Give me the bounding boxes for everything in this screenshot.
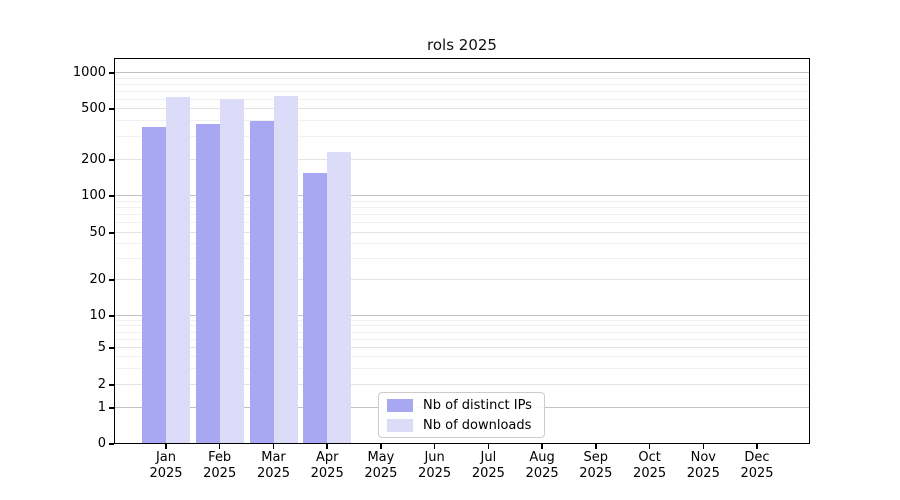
gridline	[114, 338, 810, 340]
x-tick-label: Mar 2025	[256, 450, 291, 481]
x-tick-label: Jul 2025	[471, 450, 505, 481]
x-tick-mark	[756, 444, 758, 449]
y-tick-label: 2	[97, 377, 106, 392]
y-tick-mark	[109, 407, 114, 409]
y-tick-mark	[109, 279, 114, 281]
y-tick-mark	[109, 443, 114, 445]
x-tick-label: May 2025	[364, 450, 398, 481]
gridline	[114, 136, 810, 138]
bar-nb-of-downloads-jan	[166, 97, 190, 444]
gridline	[114, 83, 810, 85]
x-tick-mark	[165, 444, 167, 449]
bar-nb-of-distinct-ips-mar	[249, 121, 274, 444]
y-tick-mark	[109, 232, 114, 234]
bar-nb-of-downloads-mar	[273, 96, 298, 444]
y-tick-label: 1	[97, 400, 106, 415]
legend-swatch-downloads	[387, 418, 413, 432]
y-tick-mark	[109, 159, 114, 161]
x-tick-mark	[648, 444, 651, 449]
x-tick-label: Feb 2025	[203, 450, 237, 481]
y-tick-label: 100	[81, 188, 106, 203]
x-tick-label: Nov 2025	[686, 450, 720, 481]
x-tick-mark	[595, 444, 597, 449]
x-tick-mark	[541, 444, 543, 449]
bar-nb-of-distinct-ips-apr	[303, 173, 328, 444]
y-tick-label: 5	[97, 340, 106, 355]
legend-swatch-distinct-ips	[387, 398, 413, 412]
x-tick-label: Oct 2025	[633, 450, 667, 481]
x-tick-mark	[326, 444, 328, 449]
y-tick-mark	[109, 347, 114, 349]
x-tick-label: Dec 2025	[740, 450, 774, 481]
bar-nb-of-downloads-apr	[327, 152, 352, 444]
x-tick-label: Apr 2025	[310, 450, 344, 481]
gridline	[114, 243, 810, 245]
y-tick-label: 50	[89, 225, 106, 240]
y-tick-mark	[109, 72, 114, 74]
y-tick-mark	[109, 315, 114, 317]
x-tick-mark	[433, 444, 436, 449]
x-tick-label: Aug 2025	[525, 450, 559, 481]
legend: Nb of distinct IPs Nb of downloads	[378, 392, 545, 438]
gridline	[114, 356, 810, 357]
gridline	[114, 195, 810, 196]
gridline	[114, 347, 810, 348]
x-tick-mark	[218, 444, 221, 449]
y-tick-label: 0	[97, 436, 106, 451]
gridline	[114, 222, 810, 224]
x-tick-mark	[487, 444, 490, 449]
y-tick-mark	[109, 195, 114, 197]
bar-nb-of-downloads-feb	[219, 99, 244, 444]
gridline	[114, 232, 810, 233]
legend-label-downloads: Nb of downloads	[423, 417, 532, 433]
gridline	[114, 77, 810, 79]
gridline	[114, 315, 810, 316]
chart-title: rols 2025	[427, 36, 497, 54]
gridline	[114, 214, 810, 215]
y-tick-label: 10	[89, 308, 106, 323]
gridline	[114, 206, 810, 208]
gridline	[114, 331, 810, 333]
y-tick-label: 200	[81, 152, 106, 167]
gridline	[114, 72, 810, 73]
bar-nb-of-distinct-ips-feb	[195, 124, 220, 444]
x-tick-mark	[702, 444, 705, 449]
legend-label-distinct-ips: Nb of distinct IPs	[423, 397, 532, 413]
gridline	[114, 384, 810, 385]
gridline	[114, 90, 810, 92]
gridline	[114, 120, 810, 122]
y-tick-label: 1000	[72, 65, 106, 80]
bar-nb-of-distinct-ips-jan	[142, 127, 166, 444]
gridline	[114, 258, 810, 260]
gridline	[114, 200, 810, 202]
plot-area	[114, 58, 810, 444]
gridline	[114, 159, 810, 160]
gridline	[114, 319, 810, 321]
x-tick-label: Jun 2025	[418, 450, 452, 481]
y-tick-mark	[109, 384, 114, 386]
x-tick-label: Sep 2025	[579, 450, 613, 481]
gridline	[114, 279, 810, 280]
legend-entry-distinct-ips: Nb of distinct IPs	[387, 395, 536, 415]
gridline	[114, 108, 810, 109]
gridline	[114, 367, 810, 369]
x-tick-mark	[380, 444, 382, 449]
y-tick-label: 500	[81, 101, 106, 116]
gridline	[114, 98, 810, 100]
legend-entry-downloads: Nb of downloads	[387, 415, 536, 435]
x-tick-mark	[272, 444, 275, 449]
y-tick-label: 20	[89, 272, 106, 287]
y-tick-mark	[109, 108, 114, 110]
gridline	[114, 325, 810, 327]
x-tick-label: Jan 2025	[149, 450, 183, 481]
